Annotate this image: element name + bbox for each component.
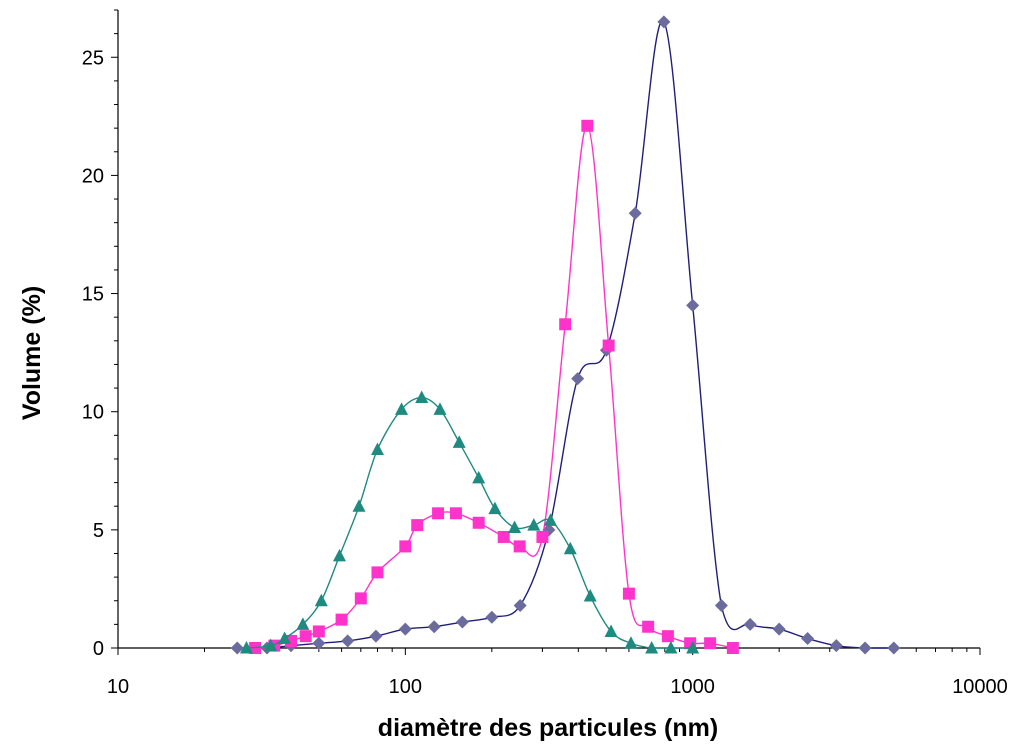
data-point bbox=[230, 641, 244, 655]
series-layer bbox=[230, 15, 901, 655]
data-point bbox=[772, 622, 786, 636]
x-tick-label: 10000 bbox=[952, 676, 1008, 698]
data-point bbox=[602, 339, 615, 352]
data-point bbox=[472, 470, 486, 484]
data-point bbox=[686, 641, 700, 654]
data-point bbox=[415, 390, 429, 404]
data-point bbox=[581, 119, 594, 132]
data-point bbox=[571, 372, 585, 386]
data-point bbox=[508, 520, 522, 533]
data-point bbox=[714, 598, 728, 612]
data-point bbox=[371, 566, 384, 579]
series-line bbox=[246, 396, 693, 649]
data-point bbox=[624, 636, 638, 649]
data-point bbox=[296, 617, 310, 630]
data-point bbox=[488, 501, 502, 515]
data-point bbox=[239, 641, 253, 654]
data-point bbox=[513, 598, 527, 612]
data-point bbox=[559, 318, 572, 331]
data-point bbox=[278, 631, 292, 645]
data-point bbox=[661, 630, 674, 643]
data-point bbox=[433, 402, 447, 415]
data-point bbox=[829, 639, 843, 653]
data-point bbox=[427, 620, 441, 634]
y-axis-title: Volume (%) bbox=[18, 286, 46, 420]
y-tick-label: 0 bbox=[93, 638, 104, 660]
data-point bbox=[314, 593, 328, 607]
data-point bbox=[312, 625, 325, 638]
data-point bbox=[887, 641, 901, 655]
data-point bbox=[472, 516, 485, 529]
data-point bbox=[485, 610, 499, 624]
y-tick-label: 5 bbox=[93, 520, 104, 542]
data-point bbox=[369, 629, 383, 643]
data-point bbox=[563, 541, 577, 555]
data-point bbox=[370, 442, 384, 456]
data-point bbox=[801, 632, 815, 646]
data-point bbox=[513, 540, 526, 553]
series-line bbox=[237, 20, 894, 649]
x-tick-label: 10 bbox=[107, 676, 129, 698]
data-point bbox=[583, 589, 597, 602]
data-point bbox=[455, 615, 469, 629]
data-point bbox=[352, 499, 366, 512]
data-point bbox=[332, 548, 346, 562]
y-tick-label: 10 bbox=[82, 402, 104, 424]
data-point bbox=[497, 530, 510, 543]
series-square bbox=[249, 119, 739, 654]
data-point bbox=[743, 617, 757, 631]
data-point bbox=[686, 298, 700, 312]
data-point bbox=[536, 530, 549, 543]
data-point bbox=[312, 636, 326, 650]
data-point bbox=[622, 587, 635, 600]
data-point bbox=[411, 519, 424, 532]
data-point bbox=[399, 540, 412, 553]
y-tick-label: 15 bbox=[82, 284, 104, 306]
data-point bbox=[657, 15, 671, 29]
series-diamond bbox=[230, 15, 901, 655]
data-point bbox=[628, 206, 642, 220]
x-tick-label: 1000 bbox=[670, 676, 715, 698]
data-point bbox=[858, 641, 872, 655]
data-point bbox=[395, 402, 409, 415]
x-tick-label: 100 bbox=[389, 676, 422, 698]
y-tick-label: 25 bbox=[82, 47, 104, 69]
data-point bbox=[664, 641, 678, 654]
data-point bbox=[449, 507, 462, 520]
x-axis-title: diamètre des particules (nm) bbox=[378, 714, 718, 742]
data-point bbox=[543, 513, 557, 526]
data-point bbox=[398, 622, 412, 636]
data-point bbox=[645, 641, 659, 654]
series-line bbox=[255, 125, 734, 649]
data-point bbox=[341, 634, 355, 648]
data-point bbox=[335, 613, 348, 626]
data-point bbox=[354, 592, 367, 605]
data-point bbox=[299, 630, 312, 643]
series-triangle bbox=[239, 390, 700, 654]
data-point bbox=[527, 518, 541, 531]
data-point bbox=[726, 642, 739, 654]
y-tick-label: 20 bbox=[82, 165, 104, 187]
data-point bbox=[264, 638, 278, 652]
data-point bbox=[452, 435, 466, 448]
data-point bbox=[704, 637, 717, 650]
data-point bbox=[642, 620, 655, 633]
data-point bbox=[432, 507, 445, 520]
data-point bbox=[604, 624, 618, 637]
axes: 0 5 10 15 20 25 10 100 1000 10000 bbox=[82, 9, 1008, 698]
